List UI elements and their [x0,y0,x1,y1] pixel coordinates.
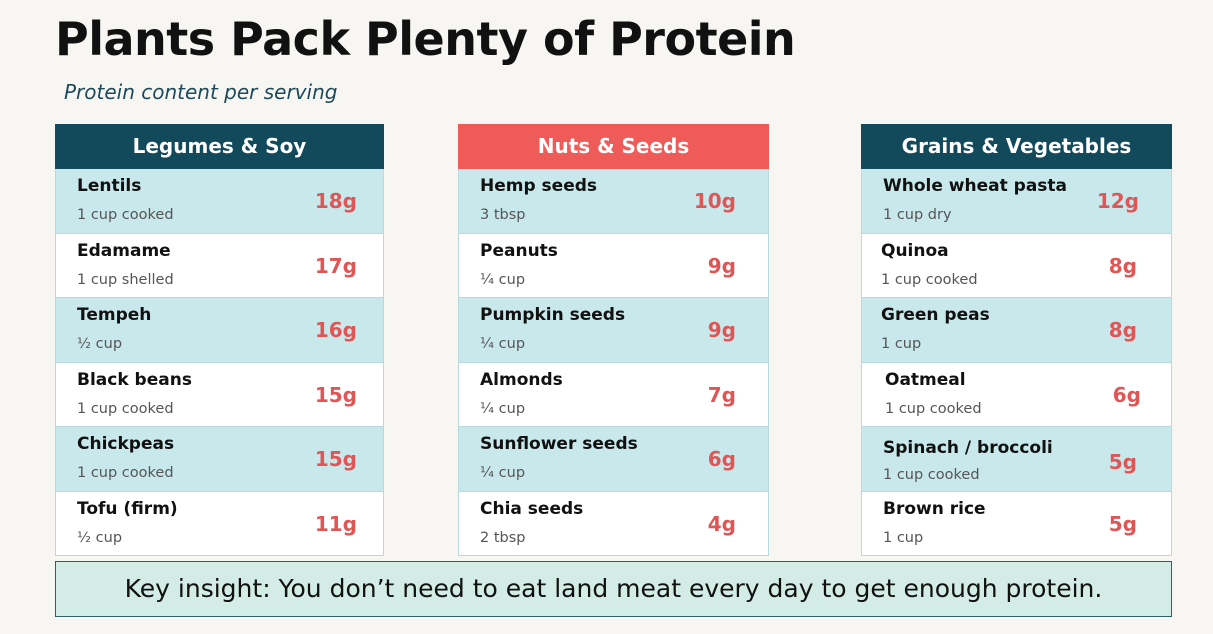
list-item: Hemp seeds 3 tbsp 10g [458,169,769,234]
protein-value: 6g [707,447,736,471]
list-item: Tempeh ½ cup 16g [55,298,384,363]
page-title: Plants Pack Plenty of Protein [55,12,796,66]
list-item: Spinach / broccoli 1 cup cooked 5g [861,427,1172,492]
food-name: Spinach / broccoli [883,438,1053,458]
column-grains-vegetables: Grains & Vegetables Whole wheat pasta 1 … [861,124,1172,556]
serving-size: 1 cup cooked [883,467,980,483]
food-name: Chickpeas [77,434,175,454]
food-name: Chia seeds [480,498,584,519]
protein-value: 5g [1108,450,1137,474]
serving-size: ¼ cup [480,271,526,288]
protein-value: 9g [707,253,736,278]
protein-value: 7g [707,382,736,407]
list-item: Chia seeds 2 tbsp 4g [458,491,769,556]
list-item: Black beans 1 cup cooked 15g [55,362,384,427]
serving-size: ¼ cup [480,400,526,417]
serving-size: ¼ cup [480,336,526,352]
food-name: Lentils [77,176,142,196]
serving-size: 2 tbsp [480,529,526,546]
column-header-legumes-soy: Legumes & Soy [55,124,384,169]
serving-size: 1 cup cooked [885,400,982,417]
food-name: Pumpkin seeds [480,305,626,325]
serving-size: 1 cup cooked [77,400,174,417]
protein-value: 17g [314,253,357,278]
protein-value: 12g [1096,189,1139,213]
food-name: Oatmeal [885,369,966,390]
protein-value: 10g [693,189,736,213]
food-name: Whole wheat pasta [883,176,1068,196]
serving-size: 1 cup [883,529,924,546]
protein-value: 9g [707,318,736,342]
list-item: Quinoa 1 cup cooked 8g [861,233,1172,298]
column-header-grains-vegetables: Grains & Vegetables [861,124,1172,169]
serving-size: ¼ cup [480,465,526,481]
serving-size: 3 tbsp [480,207,526,223]
food-name: Tempeh [77,305,152,325]
column-legumes-soy: Legumes & Soy Lentils 1 cup cooked 18g E… [55,124,384,556]
serving-size: ½ cup [77,529,123,546]
food-name: Hemp seeds [480,176,598,196]
serving-size: 1 cup cooked [77,465,174,481]
list-item: Tofu (firm) ½ cup 11g [55,491,384,556]
list-item: Lentils 1 cup cooked 18g [55,169,384,234]
protein-value: 6g [1112,382,1141,407]
serving-size: 1 cup shelled [77,271,174,288]
food-name: Green peas [881,305,990,325]
column-nuts-seeds: Nuts & Seeds Hemp seeds 3 tbsp 10g Peanu… [458,124,769,556]
column-header-nuts-seeds: Nuts & Seeds [458,124,769,169]
protein-value: 15g [314,382,357,407]
serving-size: 1 cup dry [883,207,952,223]
protein-value: 8g [1108,253,1137,278]
protein-value: 18g [314,189,357,213]
list-item: Sunflower seeds ¼ cup 6g [458,427,769,492]
list-item: Oatmeal 1 cup cooked 6g [861,362,1172,427]
list-item: Almonds ¼ cup 7g [458,362,769,427]
serving-size: 1 cup [881,336,922,352]
food-name: Quinoa [881,240,949,261]
protein-value: 16g [314,318,357,342]
list-item: Pumpkin seeds ¼ cup 9g [458,298,769,363]
key-insight-banner: Key insight: You don’t need to eat land … [55,561,1172,617]
list-item: Peanuts ¼ cup 9g [458,233,769,298]
food-name: Almonds [480,369,563,390]
list-item: Green peas 1 cup 8g [861,298,1172,363]
food-name: Peanuts [480,240,558,261]
protein-value: 5g [1108,511,1137,536]
food-name: Tofu (firm) [77,498,178,519]
page-subtitle: Protein content per serving [64,80,338,104]
serving-size: 1 cup cooked [77,207,174,223]
list-item: Brown rice 1 cup 5g [861,491,1172,556]
protein-value: 11g [314,511,357,536]
food-name: Brown rice [883,498,986,519]
food-name: Edamame [77,240,171,261]
protein-value: 8g [1108,318,1137,342]
food-name: Sunflower seeds [480,434,638,454]
food-name: Black beans [77,369,192,390]
list-item: Whole wheat pasta 1 cup dry 12g [861,169,1172,234]
serving-size: 1 cup cooked [881,271,978,288]
serving-size: ½ cup [77,336,123,352]
protein-value: 15g [314,447,357,471]
list-item: Chickpeas 1 cup cooked 15g [55,427,384,492]
protein-value: 4g [707,511,736,536]
list-item: Edamame 1 cup shelled 17g [55,233,384,298]
